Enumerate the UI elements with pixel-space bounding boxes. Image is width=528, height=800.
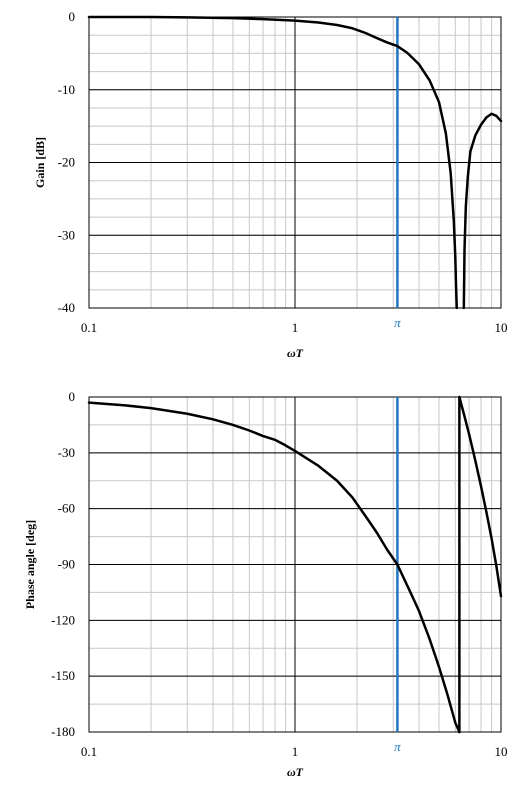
phase-series-line-2 — [458, 395, 503, 598]
gain-plot-frame — [88, 16, 502, 309]
phase-ytick-label: -180 — [51, 724, 75, 739]
phase-pi-label: π — [394, 739, 401, 754]
gain-xtick-label: 0.1 — [81, 320, 97, 335]
gain-xtick-label: 10 — [495, 320, 508, 335]
gain-y-axis-title: Gain [dB] — [33, 137, 47, 188]
phase-ytick-label: -90 — [58, 557, 75, 572]
phase-xtick-label: 10 — [495, 744, 508, 759]
phase-ytick-label: -60 — [58, 501, 75, 516]
gain-series-line-0 — [87, 15, 459, 310]
gain-ytick-label: -10 — [58, 82, 75, 97]
gain-series-line-1 — [462, 112, 503, 310]
phase-y-axis-title: Phase angle [deg] — [23, 520, 37, 609]
gain-ytick-label: -40 — [58, 300, 75, 315]
phase-x-axis-title: ωT — [287, 765, 304, 779]
phase-xtick-label: 0.1 — [81, 744, 97, 759]
gain-ytick-label: -30 — [58, 227, 75, 242]
gain-ytick-label: -20 — [58, 155, 75, 170]
phase-ytick-label: -120 — [51, 612, 75, 627]
gain-pi-label: π — [394, 315, 401, 330]
phase-ytick-label: -30 — [58, 445, 75, 460]
phase-plot-frame — [88, 396, 502, 733]
gain-chart: 0 -10 -20 -30 -40 0.1 1 10 π ωT Gain [dB] — [33, 9, 508, 360]
gain-x-axis-title: ωT — [287, 346, 304, 360]
phase-chart: 0 -30 -60 -90 -120 -150 -180 0.1 1 10 π ωT Phase ang… — [23, 389, 508, 779]
phase-ytick-label: 0 — [69, 389, 76, 404]
phase-series-line-0 — [87, 401, 461, 734]
gain-xtick-label: 1 — [292, 320, 299, 335]
phase-xtick-label: 1 — [292, 744, 299, 759]
gain-ytick-label: 0 — [69, 9, 76, 24]
phase-ytick-label: -150 — [51, 668, 75, 683]
